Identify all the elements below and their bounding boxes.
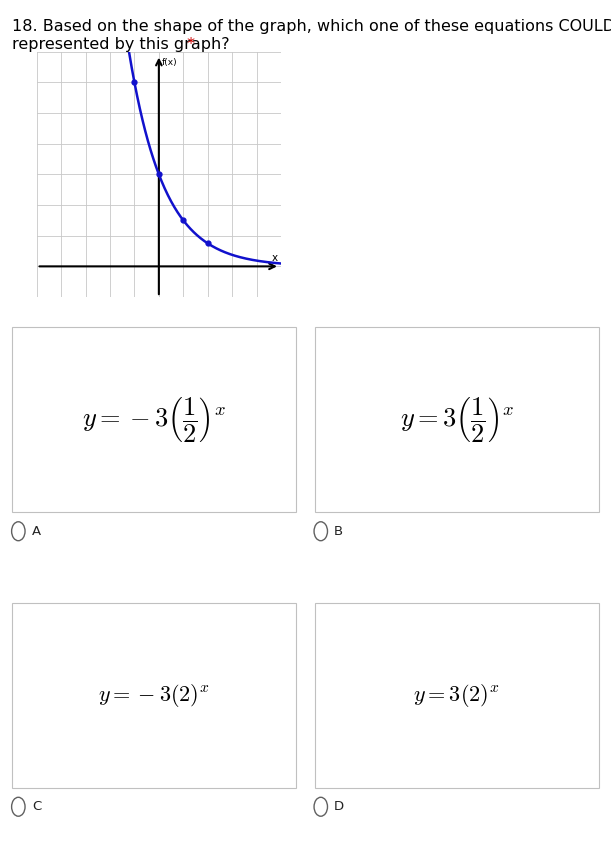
- Text: D: D: [334, 800, 345, 814]
- Text: A: A: [32, 524, 41, 538]
- Text: $y = -3\left(\dfrac{1}{2}\right)^{x}$: $y = -3\left(\dfrac{1}{2}\right)^{x}$: [82, 395, 226, 444]
- Text: *: *: [182, 37, 195, 52]
- Text: f(x): f(x): [161, 58, 177, 67]
- Text: $y = -3(2)^{x}$: $y = -3(2)^{x}$: [98, 682, 210, 709]
- Text: x: x: [271, 252, 277, 263]
- Text: $y = 3\left(\dfrac{1}{2}\right)^{x}$: $y = 3\left(\dfrac{1}{2}\right)^{x}$: [400, 395, 514, 444]
- Text: represented by this graph?: represented by this graph?: [12, 37, 230, 52]
- Text: C: C: [32, 800, 41, 814]
- Text: 18. Based on the shape of the graph, which one of these equations COULD be: 18. Based on the shape of the graph, whi…: [12, 19, 611, 34]
- Text: B: B: [334, 524, 343, 538]
- Text: $y = 3(2)^{x}$: $y = 3(2)^{x}$: [414, 682, 500, 709]
